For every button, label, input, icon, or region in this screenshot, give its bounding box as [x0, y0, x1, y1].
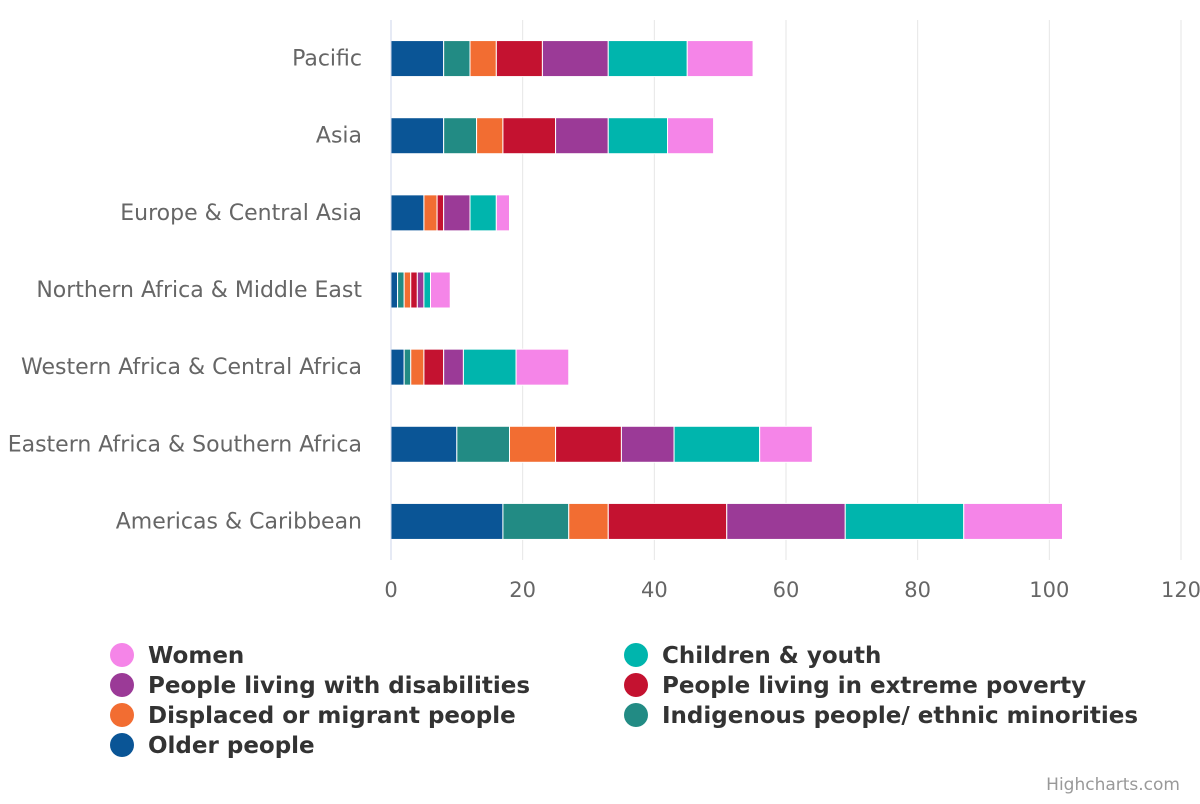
bar-segment-women[interactable]: [963, 502, 1063, 540]
bar-segment-people-living-with-disabilities[interactable]: [541, 40, 609, 78]
legend-label: Displaced or migrant people: [148, 703, 516, 729]
bar-segment-women[interactable]: [430, 271, 451, 309]
bar-segment-children-youth[interactable]: [462, 348, 517, 386]
bar-segment-indigenous-people-ethnic-minorities[interactable]: [502, 502, 570, 540]
x-tick-label: 100: [1029, 578, 1069, 602]
x-tick-label: 80: [904, 578, 931, 602]
legend-item-people-living-in-extreme-poverty[interactable]: People living in extreme poverty: [624, 673, 1086, 699]
category-label: Asia: [316, 124, 362, 149]
legend: Women Children & youth People living with …: [110, 643, 1138, 759]
category-label: Eastern Africa & Southern Africa: [8, 432, 362, 457]
legend-item-women[interactable]: Women: [110, 643, 244, 669]
bar-segment-people-living-with-disabilities[interactable]: [443, 194, 471, 232]
legend-label: Women: [148, 643, 244, 669]
legend-item-children-youth[interactable]: Children & youth: [624, 643, 881, 669]
bar-segment-people-living-with-disabilities[interactable]: [416, 271, 425, 309]
bar-segment-people-living-with-disabilities[interactable]: [443, 348, 464, 386]
bar-segment-children-youth[interactable]: [607, 117, 668, 155]
x-tick-label: 20: [509, 578, 536, 602]
bar-segment-people-living-in-extreme-poverty[interactable]: [495, 40, 543, 78]
bar-segment-displaced-or-migrant-people[interactable]: [410, 348, 425, 386]
x-tick-label: 0: [384, 578, 397, 602]
bar-segment-women[interactable]: [686, 40, 754, 78]
legend-marker-icon: [110, 643, 134, 667]
bar-stacks: [390, 40, 1063, 540]
bar-segment-indigenous-people-ethnic-minorities[interactable]: [397, 271, 405, 309]
x-tick-label: 120: [1161, 578, 1200, 602]
bar-segment-children-youth[interactable]: [673, 425, 761, 463]
legend-item-displaced-or-migrant-people[interactable]: Displaced or migrant people: [110, 703, 516, 729]
category-label: Americas & Caribbean: [116, 509, 362, 534]
bar-segment-children-youth[interactable]: [469, 194, 497, 232]
bar-segment-people-living-with-disabilities[interactable]: [555, 117, 609, 155]
bar-segment-women[interactable]: [667, 117, 715, 155]
bar-segment-children-youth[interactable]: [423, 271, 431, 309]
legend-marker-icon: [110, 673, 134, 697]
category-label: Pacific: [292, 47, 362, 72]
bar-segment-people-living-in-extreme-poverty[interactable]: [410, 271, 418, 309]
bar-segment-displaced-or-migrant-people[interactable]: [476, 117, 504, 155]
bar-segment-women[interactable]: [495, 194, 511, 232]
legend-item-indigenous-people-ethnic-minorities[interactable]: Indigenous people/ ethnic minorities: [624, 703, 1138, 729]
legend-label: Older people: [148, 733, 315, 759]
x-tick-label: 60: [773, 578, 800, 602]
bar-segment-children-youth[interactable]: [607, 40, 688, 78]
legend-marker-icon: [110, 733, 134, 757]
legend-label: People living in extreme poverty: [662, 673, 1086, 699]
bar-segment-older-people[interactable]: [390, 194, 425, 232]
x-tick-label: 40: [641, 578, 668, 602]
bar-segment-indigenous-people-ethnic-minorities[interactable]: [443, 40, 471, 78]
bar-segment-people-living-with-disabilities[interactable]: [620, 425, 675, 463]
bar-segment-displaced-or-migrant-people[interactable]: [469, 40, 497, 78]
bar-segment-indigenous-people-ethnic-minorities[interactable]: [443, 117, 478, 155]
bar-segment-displaced-or-migrant-people[interactable]: [509, 425, 557, 463]
bar-segment-people-living-with-disabilities[interactable]: [726, 502, 846, 540]
bar-segment-women[interactable]: [515, 348, 570, 386]
bar-segment-people-living-in-extreme-poverty[interactable]: [555, 425, 622, 463]
axes: 0 20 40 60 80 100 120 Pacific Asia Europe & Centr…: [8, 20, 1200, 602]
legend-item-people-living-with-disabilities[interactable]: People living with disabilities: [110, 673, 530, 699]
legend-item-older-people[interactable]: Older people: [110, 733, 315, 759]
bar-segment-older-people[interactable]: [390, 425, 458, 463]
bar-segment-older-people[interactable]: [390, 40, 445, 78]
category-label: Northern Africa & Middle East: [36, 278, 362, 303]
bar-segment-people-living-in-extreme-poverty[interactable]: [436, 194, 445, 232]
legend-marker-icon: [624, 703, 648, 727]
bar-segment-women[interactable]: [759, 425, 813, 463]
bar-segment-older-people[interactable]: [390, 348, 405, 386]
bar-segment-displaced-or-migrant-people[interactable]: [403, 271, 412, 309]
bar-segment-displaced-or-migrant-people[interactable]: [423, 194, 438, 232]
bar-segment-people-living-in-extreme-poverty[interactable]: [423, 348, 445, 386]
bar-segment-people-living-in-extreme-poverty[interactable]: [502, 117, 557, 155]
legend-marker-icon: [624, 643, 648, 667]
bar-segment-older-people[interactable]: [390, 271, 399, 309]
bar-segment-people-living-in-extreme-poverty[interactable]: [607, 502, 728, 540]
bar-segment-older-people[interactable]: [390, 502, 504, 540]
category-label: Europe & Central Asia: [120, 201, 362, 226]
legend-label: Children & youth: [662, 643, 881, 669]
bar-segment-indigenous-people-ethnic-minorities[interactable]: [456, 425, 511, 463]
bar-segment-children-youth[interactable]: [844, 502, 965, 540]
bar-segment-displaced-or-migrant-people[interactable]: [568, 502, 609, 540]
credits-label[interactable]: Highcharts.com: [1046, 775, 1180, 795]
grid-lines: [522, 20, 1182, 560]
bar-segment-indigenous-people-ethnic-minorities[interactable]: [403, 348, 412, 386]
legend-label: Indigenous people/ ethnic minorities: [662, 703, 1138, 729]
legend-marker-icon: [624, 673, 648, 697]
category-label: Western Africa & Central Africa: [21, 355, 362, 380]
legend-label: People living with disabilities: [148, 673, 530, 699]
bar-segment-older-people[interactable]: [390, 117, 445, 155]
legend-marker-icon: [110, 703, 134, 727]
